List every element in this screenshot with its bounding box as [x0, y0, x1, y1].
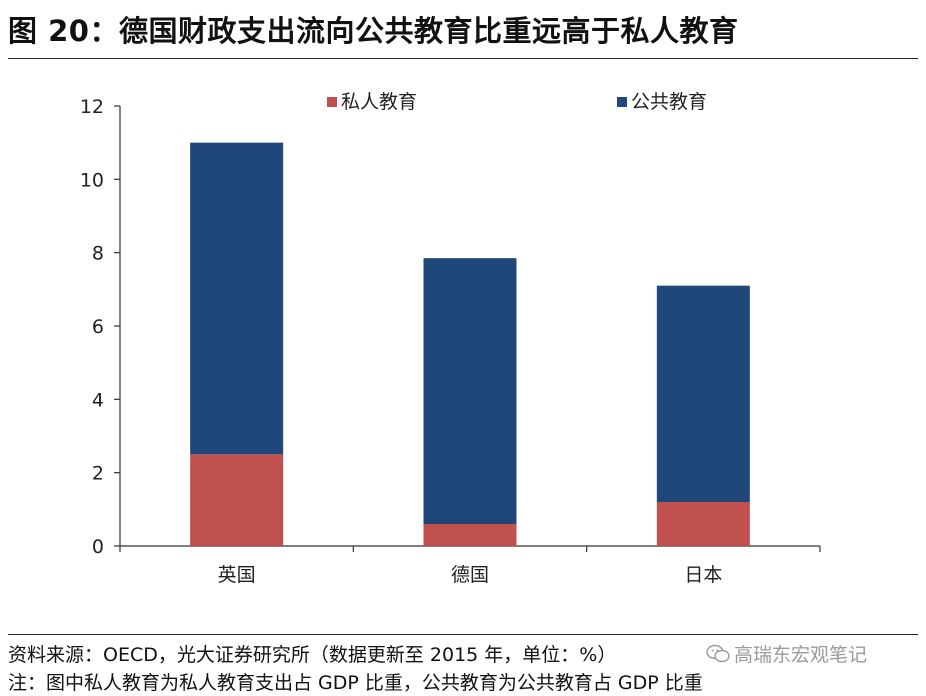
chart-legend: 私人教育 公共教育 — [327, 91, 707, 113]
wechat-icon — [706, 644, 730, 664]
stacked-bar-chart: 0 2 4 6 8 10 12 英国 德国 日本 私人教育 公共教育 — [80, 91, 821, 586]
y-tick-label: 12 — [80, 96, 104, 118]
y-tick-label: 10 — [80, 169, 104, 191]
legend-label: 私人教育 — [341, 91, 417, 113]
title-divider — [8, 58, 918, 59]
x-category-label: 德国 — [451, 564, 489, 586]
y-tick-label: 2 — [92, 463, 104, 485]
bar-public-education — [190, 142, 284, 455]
legend-swatch — [617, 97, 627, 107]
legend-swatch — [327, 97, 337, 107]
bar-private-education — [423, 524, 517, 546]
bar-public-education — [656, 285, 750, 502]
footer-divider — [8, 634, 918, 635]
x-category-label: 英国 — [218, 564, 256, 586]
watermark-text: 高瑞东宏观笔记 — [734, 644, 868, 666]
y-tick-label: 4 — [92, 389, 104, 411]
bar-private-education — [656, 502, 750, 546]
legend-label: 公共教育 — [631, 91, 707, 113]
bar-private-education — [190, 454, 284, 546]
y-tick-label: 0 — [92, 536, 104, 558]
bar-public-education — [423, 258, 517, 524]
chart-bars — [190, 142, 750, 546]
chart-footnote: 注：图中私人教育为私人教育支出占 GDP 比重，公共教育为公共教育占 GDP 比… — [8, 672, 703, 694]
watermark: 高瑞东宏观笔记 — [706, 640, 868, 667]
page-title: 图 20：德国财政支出流向公共教育比重远高于私人教育 — [8, 14, 739, 48]
source-note: 资料来源：OECD，光大证券研究所（数据更新至 2015 年，单位：%） — [8, 644, 617, 666]
y-tick-label: 6 — [92, 316, 104, 338]
x-category-label: 日本 — [684, 564, 722, 586]
y-tick-label: 8 — [92, 243, 104, 265]
